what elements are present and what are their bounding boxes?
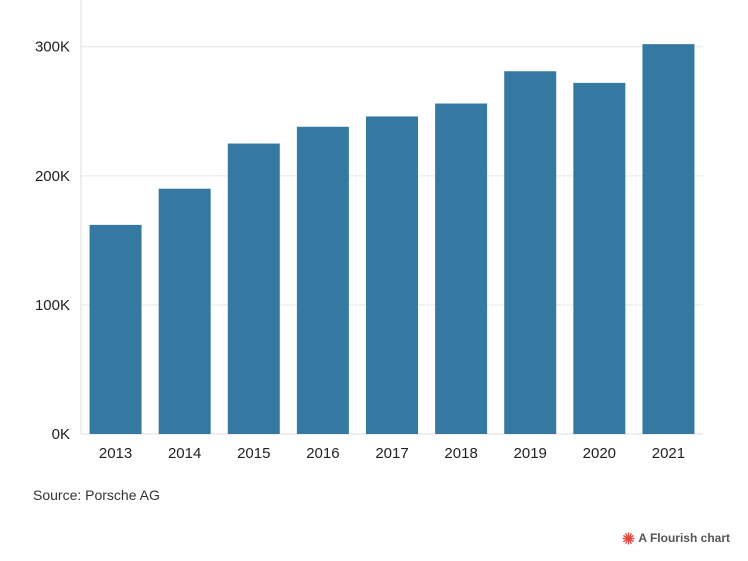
bar-2020[interactable] xyxy=(573,82,626,434)
bar-2018[interactable] xyxy=(435,103,488,434)
x-tick-label: 2018 xyxy=(444,445,477,462)
x-tick-label: 2014 xyxy=(168,445,201,462)
x-tick-label: 2021 xyxy=(652,445,685,462)
x-tick-label: 2017 xyxy=(375,445,408,462)
x-tick-label: 2013 xyxy=(99,445,132,462)
bar-2019[interactable] xyxy=(504,71,557,434)
y-tick-label: 100K xyxy=(35,297,70,314)
x-tick-label: 2019 xyxy=(514,445,547,462)
bar-2021[interactable] xyxy=(642,44,695,435)
bar-2013[interactable] xyxy=(89,224,142,434)
flourish-credit-link[interactable]: A Flourish chart xyxy=(622,531,730,545)
bar-2015[interactable] xyxy=(227,143,280,434)
flourish-burst-icon xyxy=(622,532,635,544)
x-tick-label: 2015 xyxy=(237,445,270,462)
credit-label: A Flourish chart xyxy=(638,531,730,545)
bars xyxy=(89,44,695,435)
bar-2014[interactable] xyxy=(158,188,211,434)
x-tick-label: 2020 xyxy=(583,445,616,462)
source-note: Source: Porsche AG xyxy=(33,487,160,503)
y-tick-labels: 0K 100K 200K 300K xyxy=(35,39,70,443)
y-tick-label: 300K xyxy=(35,39,70,56)
x-tick-labels: 2013 2014 2015 2016 2017 2018 2019 2020 2021 xyxy=(99,445,685,462)
x-tick-label: 2016 xyxy=(306,445,339,462)
y-tick-label: 0K xyxy=(52,426,70,443)
bar-2017[interactable] xyxy=(366,116,418,434)
bar-2016[interactable] xyxy=(296,126,349,434)
y-tick-label: 200K xyxy=(35,168,70,185)
